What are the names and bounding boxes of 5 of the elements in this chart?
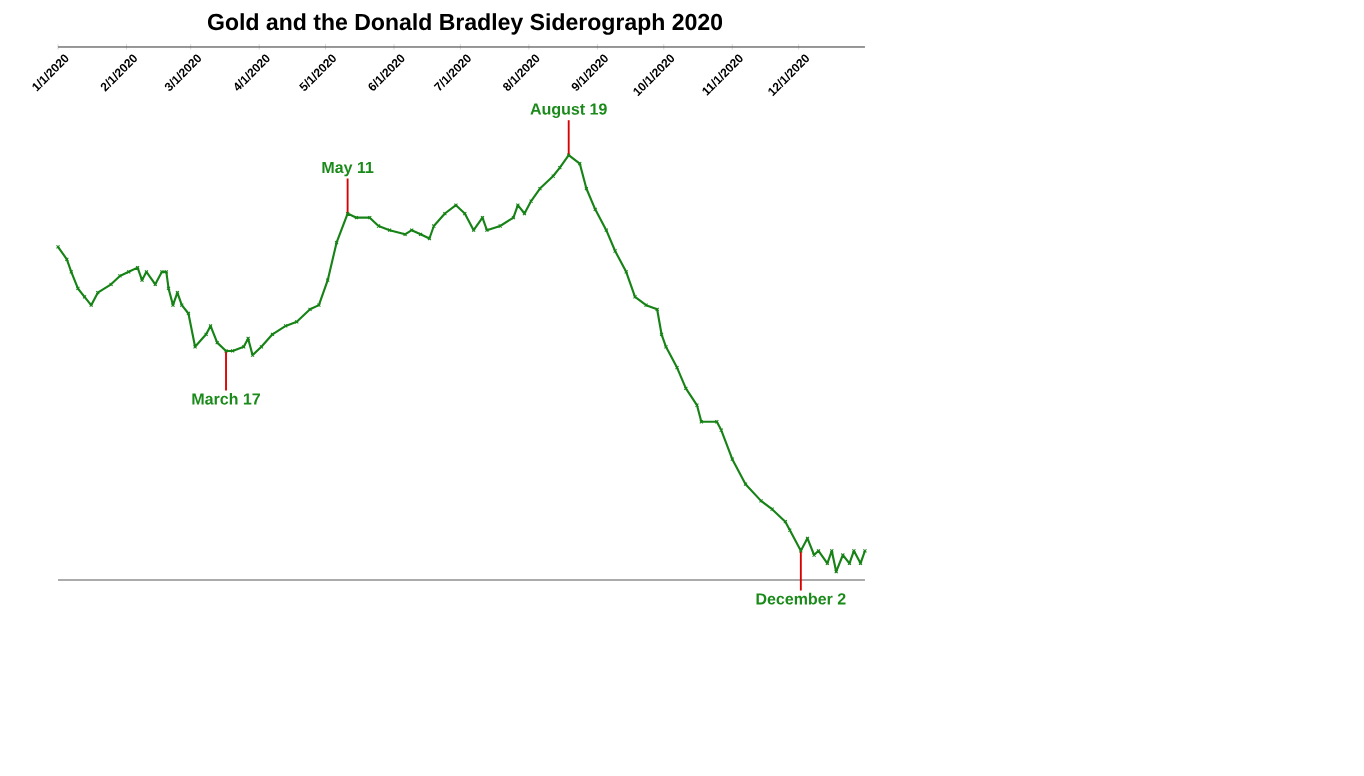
chart-title: Gold and the Donald Bradley Siderograph 2020 (207, 13, 723, 35)
annotation: August 19 (530, 103, 607, 118)
annotation: March 17 (192, 392, 260, 405)
annotation: May 11 (322, 161, 374, 177)
annotation: December 2 (756, 592, 846, 605)
